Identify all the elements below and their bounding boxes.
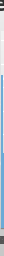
Text: 216 558: 216 558 — [0, 131, 4, 144]
Text: 159 318: 159 318 — [0, 158, 4, 171]
Title: Riduzioni energetiche per tipologia di intervento: Riduzioni energetiche per tipologia di i… — [0, 0, 4, 15]
Text: 288 013: 288 013 — [0, 97, 4, 110]
Bar — [2, 75, 3, 228]
Bar — [1, 75, 2, 228]
Bar — [3, 153, 4, 228]
Text: 319 590: 319 590 — [0, 82, 4, 95]
Text: 325 314: 325 314 — [0, 80, 4, 93]
Text: 326 268: 326 268 — [0, 79, 4, 92]
Text: 342 486: 342 486 — [0, 72, 4, 85]
